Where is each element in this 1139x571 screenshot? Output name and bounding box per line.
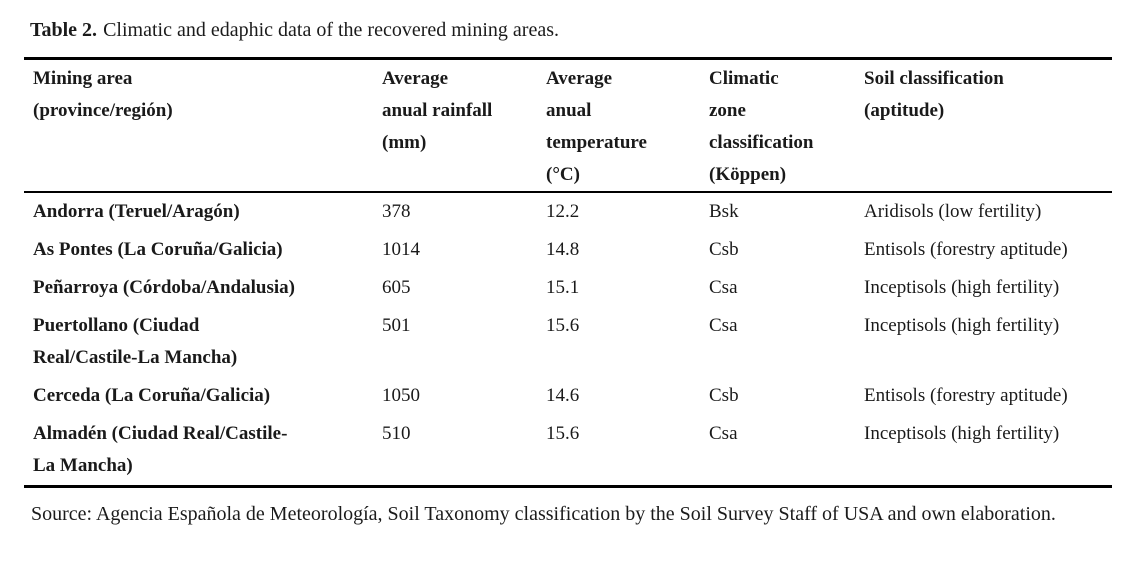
caption-text: Climatic and edaphic data of the recover… — [103, 19, 559, 41]
cell-climatic-zone: Csa — [709, 423, 738, 444]
cell-rainfall: 501 — [382, 315, 411, 336]
table-row: Puertollano (Ciudad Real/Castile-La Manc… — [24, 307, 1112, 377]
cell-temperature: 12.2 — [546, 201, 580, 222]
source-note: Source: Agencia Española de Meteorología… — [31, 503, 1056, 525]
header-row: Mining area (province/región) Average an… — [24, 58, 1112, 193]
table-body: Andorra (Teruel/Aragón) 378 12.2 Bsk Ari… — [24, 192, 1112, 487]
cell-mining-area: Andorra (Teruel/Aragón) — [33, 201, 240, 222]
cell-mining-area: Peñarroya (Córdoba/Andalusia) — [33, 277, 295, 298]
cell-soil-classification: Entisols (forestry aptitude) — [864, 239, 1068, 260]
column-header-rainfall: Average anual rainfall (mm) — [373, 58, 537, 193]
caption-label: Table 2. — [30, 19, 98, 41]
cell-climatic-zone: Csb — [709, 385, 739, 406]
cell-soil-classification: Entisols (forestry aptitude) — [864, 385, 1068, 406]
climate-edaphic-table: Mining area (province/región) Average an… — [24, 57, 1112, 488]
column-header-mining-area: Mining area (province/región) — [24, 58, 373, 193]
cell-soil-classification: Inceptisols (high fertility) — [864, 277, 1060, 298]
table-row: Almadén (Ciudad Real/Castile- La Mancha)… — [24, 415, 1112, 487]
cell-mining-area: As Pontes (La Coruña/Galicia) — [33, 239, 283, 260]
table-row: Andorra (Teruel/Aragón) 378 12.2 Bsk Ari… — [24, 192, 1112, 231]
cell-climatic-zone: Bsk — [709, 201, 739, 222]
column-header-soil-classification: Soil classification (aptitude) — [855, 58, 1112, 193]
cell-climatic-zone: Csa — [709, 277, 738, 298]
cell-rainfall: 605 — [382, 277, 411, 298]
cell-temperature: 15.1 — [546, 277, 580, 298]
table-row: Peñarroya (Córdoba/Andalusia) 605 15.1 C… — [24, 269, 1112, 307]
cell-mining-area: Puertollano (Ciudad Real/Castile-La Manc… — [33, 315, 238, 368]
table-header: Mining area (province/región) Average an… — [24, 58, 1112, 193]
cell-mining-area: Cerceda (La Coruña/Galicia) — [33, 385, 271, 406]
column-header-climatic-zone: Climatic zone classification (Köppen) — [700, 58, 855, 193]
cell-climatic-zone: Csa — [709, 315, 738, 336]
cell-rainfall: 510 — [382, 423, 411, 444]
column-header-temperature: Average anual temperature (°C) — [537, 58, 700, 193]
cell-soil-classification: Aridisols (low fertility) — [864, 201, 1042, 222]
table-row: Cerceda (La Coruña/Galicia) 1050 14.6 Cs… — [24, 377, 1112, 415]
cell-rainfall: 1014 — [382, 239, 420, 260]
cell-temperature: 14.6 — [546, 385, 580, 406]
table-row: As Pontes (La Coruña/Galicia) 1014 14.8 … — [24, 231, 1112, 269]
cell-soil-classification: Inceptisols (high fertility) — [864, 423, 1060, 444]
cell-rainfall: 1050 — [382, 385, 420, 406]
cell-temperature: 15.6 — [546, 423, 580, 444]
cell-rainfall: 378 — [382, 201, 411, 222]
cell-soil-classification: Inceptisols (high fertility) — [864, 315, 1060, 336]
cell-mining-area: Almadén (Ciudad Real/Castile- La Mancha) — [33, 423, 288, 476]
cell-temperature: 15.6 — [546, 315, 580, 336]
cell-temperature: 14.8 — [546, 239, 580, 260]
table-caption: Table 2. Climatic and edaphic data of the… — [30, 16, 1139, 44]
cell-climatic-zone: Csb — [709, 239, 739, 260]
